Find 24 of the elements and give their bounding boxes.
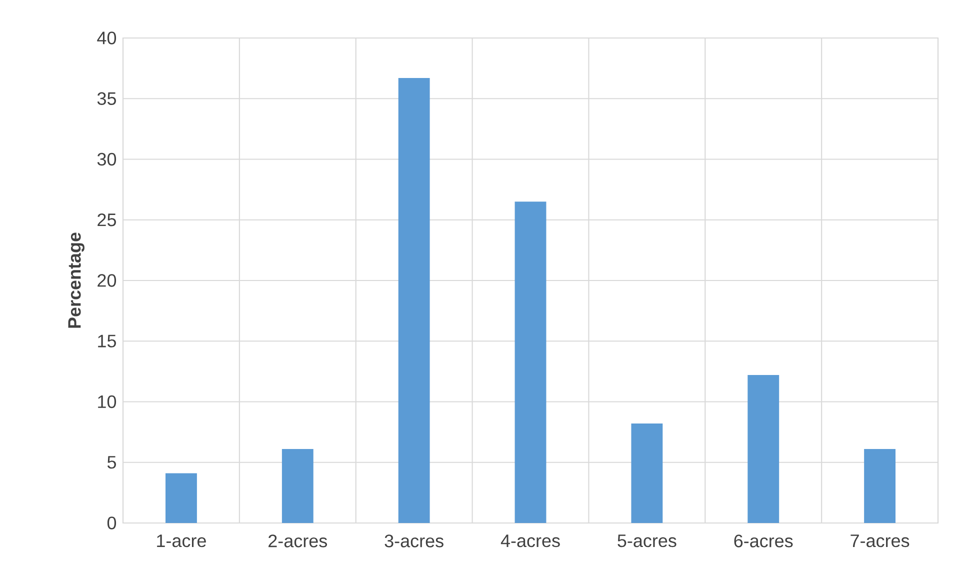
y-tick-label: 5 bbox=[107, 456, 116, 469]
bar bbox=[514, 202, 546, 523]
x-tick-label: 5-acres bbox=[618, 534, 676, 548]
x-tick-label: 6-acres bbox=[734, 534, 793, 548]
y-axis-title: Percentage bbox=[68, 232, 84, 328]
x-tick-label: 2-acres bbox=[268, 534, 328, 548]
x-tick-label: 7-acres bbox=[850, 534, 910, 548]
x-tick-label: 4-acres bbox=[500, 534, 560, 548]
y-tick-label: 30 bbox=[97, 152, 116, 166]
y-tick-label: 15 bbox=[98, 334, 116, 348]
bar bbox=[864, 449, 896, 523]
y-tick-label: 35 bbox=[97, 92, 116, 105]
y-tick-label: 10 bbox=[98, 395, 116, 408]
x-tick-label: 3-acres bbox=[384, 534, 444, 548]
bar bbox=[166, 473, 197, 523]
bar bbox=[398, 78, 430, 523]
bar bbox=[748, 375, 780, 523]
y-tick-label: 20 bbox=[98, 274, 116, 287]
y-tick-label: 40 bbox=[97, 32, 116, 44]
bar bbox=[631, 424, 663, 523]
y-tick-label: 0 bbox=[107, 516, 116, 530]
y-tick-label: 25 bbox=[98, 213, 116, 226]
x-tick-label: 1-acre bbox=[157, 534, 206, 548]
bar bbox=[282, 449, 314, 523]
